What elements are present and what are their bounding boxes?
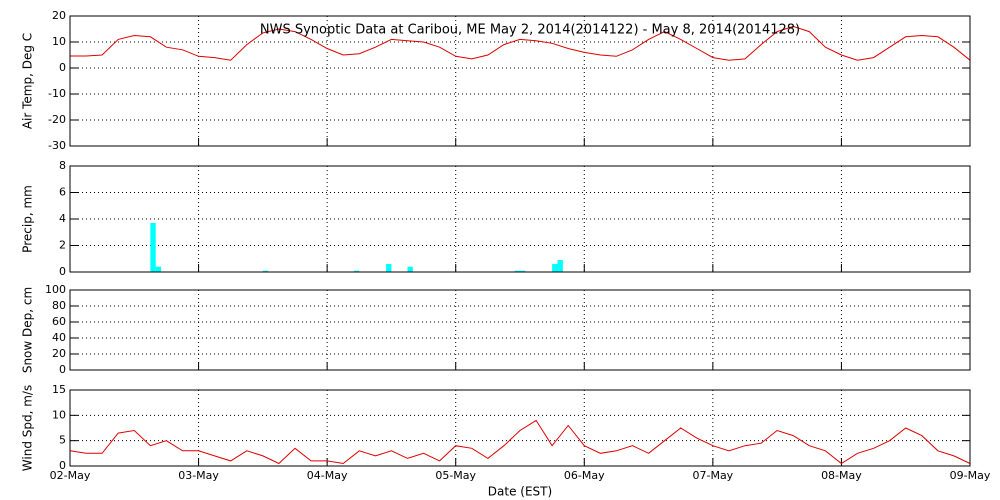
- y-tick-label: 4: [59, 212, 66, 225]
- bar: [262, 270, 269, 272]
- x-tick-label: 06-May: [564, 469, 605, 482]
- data-line: [69, 419, 971, 465]
- x-axis-label: Date (EST): [488, 485, 552, 499]
- bar: [514, 270, 520, 272]
- y-tick-label: 0: [59, 459, 66, 472]
- x-tick-label: 08-May: [821, 469, 862, 482]
- y-tick-label: 10: [52, 35, 66, 48]
- y-tick-label: 2: [59, 239, 66, 252]
- x-tick-label: 05-May: [435, 469, 476, 482]
- y-tick-label: 0: [59, 265, 66, 278]
- y-axis-label: Wind Spd, m/s: [21, 385, 35, 471]
- x-tick-label: 09-May: [950, 469, 991, 482]
- y-axis-label: Air Temp, Deg C: [21, 33, 35, 129]
- x-tick-label: 04-May: [307, 469, 348, 482]
- y-tick-label: 80: [52, 299, 66, 312]
- plot-frame: [69, 165, 971, 273]
- y-tick-label: -10: [48, 87, 66, 100]
- plot-frame: [69, 389, 971, 467]
- x-tick-label: 07-May: [692, 469, 733, 482]
- data-line: [70, 25, 971, 61]
- y-tick-label: 20: [52, 347, 66, 360]
- y-axis-label: Precip, mm: [21, 185, 35, 253]
- bar: [386, 264, 392, 272]
- bar: [557, 260, 563, 272]
- bar: [407, 266, 413, 272]
- y-tick-label: 0: [59, 363, 66, 376]
- y-tick-label: 60: [52, 315, 66, 328]
- bar: [150, 222, 156, 272]
- y-axis-label: Snow Dep, cm: [21, 287, 35, 373]
- bar: [552, 264, 558, 272]
- y-tick-label: 5: [59, 434, 66, 447]
- y-tick-label: 40: [52, 331, 66, 344]
- y-tick-label: 8: [59, 159, 66, 172]
- y-tick-label: -20: [48, 113, 66, 126]
- y-tick-label: 15: [52, 383, 66, 396]
- bar: [155, 266, 162, 272]
- bar: [353, 270, 360, 272]
- x-tick-label: 02-May: [50, 469, 91, 482]
- chart-title: NWS Synoptic Data at Caribou, ME May 2, …: [260, 23, 800, 38]
- bar: [520, 270, 526, 272]
- plot-frame: [69, 15, 971, 147]
- plot-frame: [69, 289, 971, 371]
- y-tick-label: 100: [45, 283, 66, 296]
- y-tick-label: 0: [59, 61, 66, 74]
- y-tick-label: 6: [59, 186, 66, 199]
- y-tick-label: -30: [48, 139, 66, 152]
- y-tick-label: 10: [52, 408, 66, 421]
- y-tick-label: 20: [52, 9, 66, 22]
- x-tick-label: 03-May: [178, 469, 219, 482]
